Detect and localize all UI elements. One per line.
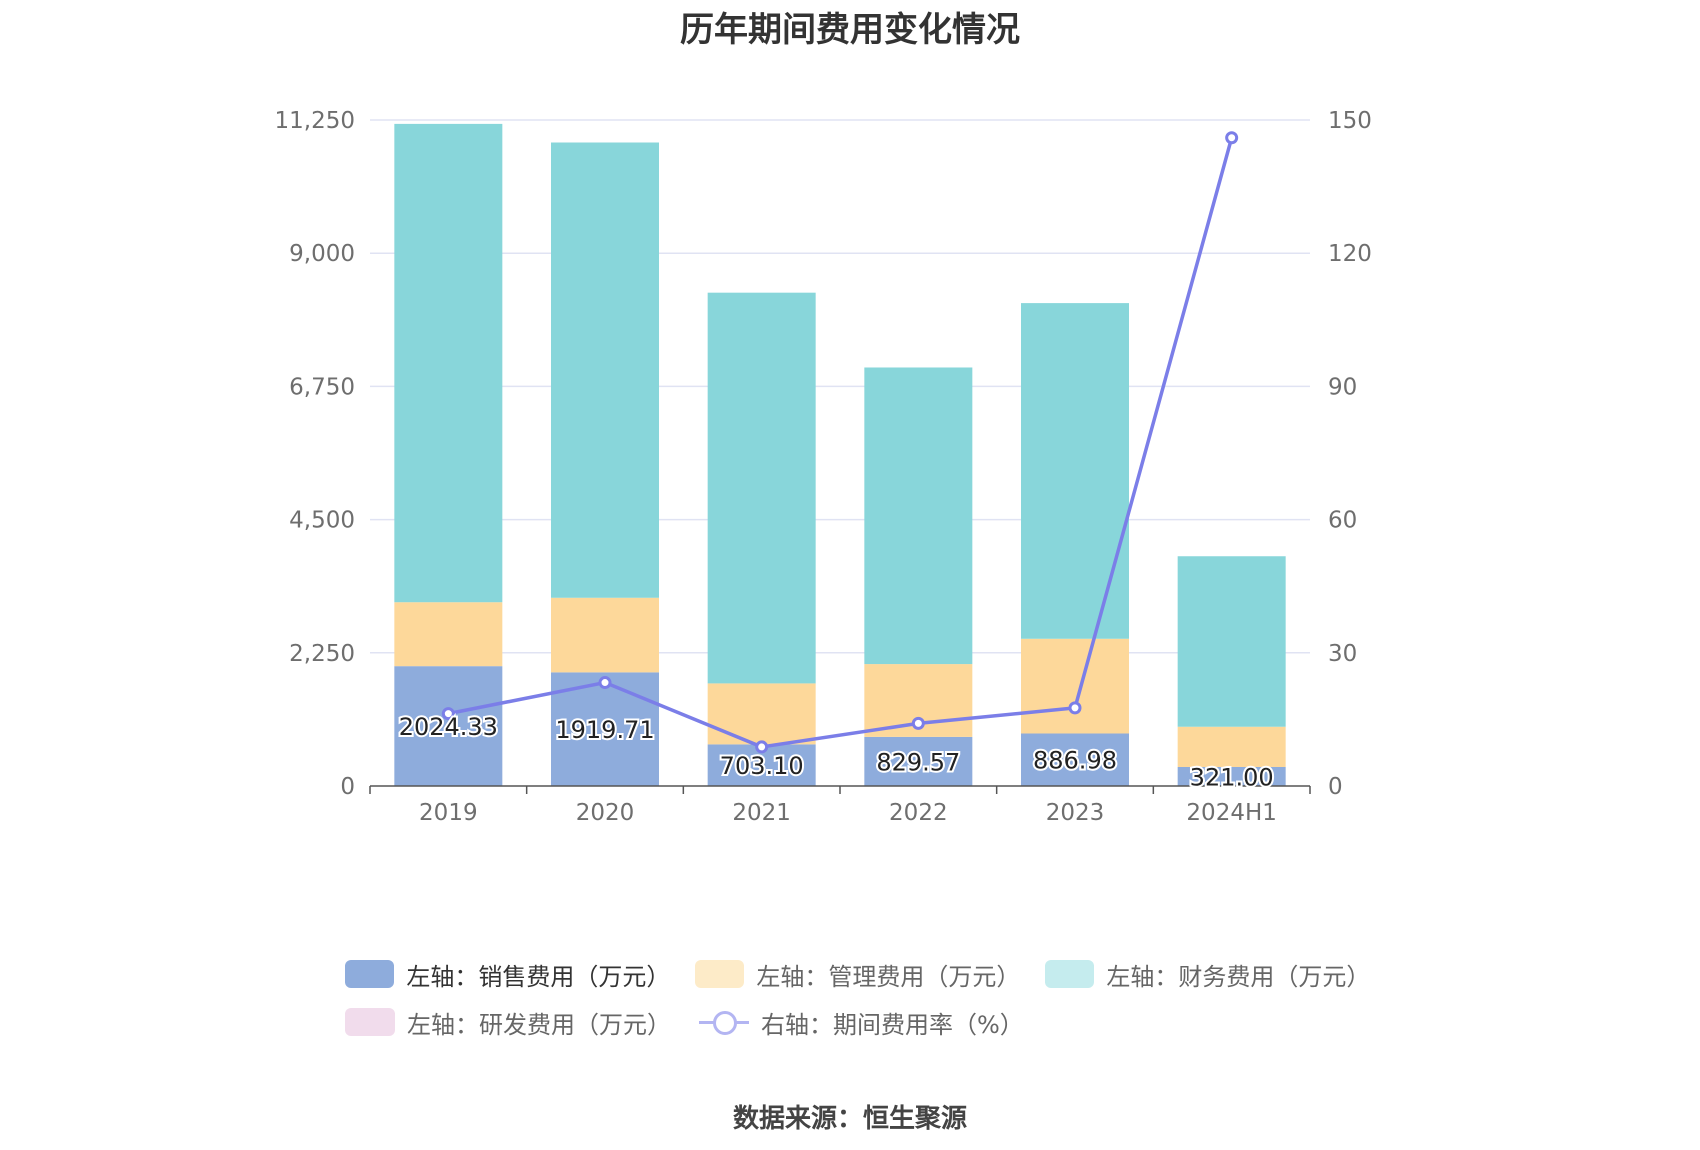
legend-line-marker-icon xyxy=(699,1008,749,1036)
legend-item-finance[interactable]: 左轴：财务费用（万元） xyxy=(1045,957,1371,992)
legend-row-2: 左轴：研发费用（万元） 右轴：期间费用率（%） xyxy=(345,998,1395,1046)
line-point xyxy=(1225,131,1239,145)
x-axis: 2019 2020 2021 2022 2023 2024H1 xyxy=(369,785,1311,826)
legend-item-expense-ratio[interactable]: 右轴：期间费用率（%） xyxy=(699,1005,1024,1040)
bar-segment xyxy=(864,736,973,786)
bar-segment xyxy=(707,292,816,684)
bar-segment xyxy=(864,367,973,665)
y-right-tick-label: 60 xyxy=(1328,508,1357,534)
source-note: 数据来源：恒生聚源 xyxy=(732,1104,967,1134)
bar-segment xyxy=(1177,766,1286,786)
gridlines xyxy=(370,119,1310,654)
line-point xyxy=(911,716,925,730)
y-right-tick-label: 150 xyxy=(1328,108,1372,134)
bar-segment xyxy=(1177,726,1286,767)
bar-segment xyxy=(394,666,503,786)
y-axis-left: 0 2,250 4,500 6,750 9,000 11,250 xyxy=(275,108,355,800)
data-label: 2024.33 xyxy=(399,713,498,741)
bar-series xyxy=(394,123,1286,786)
line-point xyxy=(755,740,769,754)
bar-segment xyxy=(551,142,659,598)
chart-title: 历年期间费用变化情况 xyxy=(680,10,1020,50)
bar-segment xyxy=(1021,638,1129,734)
data-label: 886.98 xyxy=(1033,747,1117,775)
bar-segment xyxy=(394,602,503,667)
x-tick-label: 2020 xyxy=(576,800,635,826)
legend-row-1: 左轴：销售费用（万元） 左轴：管理费用（万元） 左轴：财务费用（万元） xyxy=(345,950,1395,998)
y-axis-right: 0 30 60 90 120 150 xyxy=(1328,108,1372,800)
y-left-tick-label: 9,000 xyxy=(289,241,355,267)
legend-item-admin[interactable]: 左轴：管理费用（万元） xyxy=(695,957,1021,992)
bar-segment xyxy=(1021,303,1129,639)
bar-segment xyxy=(394,123,503,603)
bar-segment xyxy=(707,683,816,745)
data-label: 703.10 xyxy=(720,752,804,780)
data-label: 321.00 xyxy=(1190,763,1274,791)
legend-swatch-rd xyxy=(345,1008,395,1036)
bar-segment xyxy=(1021,733,1129,786)
y-left-tick-label: 6,750 xyxy=(289,374,355,400)
y-right-tick-label: 0 xyxy=(1328,774,1343,800)
expense-ratio-line xyxy=(447,137,1234,749)
bar-segment xyxy=(1177,556,1286,727)
legend-swatch-admin xyxy=(695,960,745,988)
line-series xyxy=(441,131,1239,754)
y-right-tick-label: 30 xyxy=(1328,641,1357,667)
legend-label-finance: 左轴：财务费用（万元） xyxy=(1106,962,1371,991)
y-left-tick-label: 0 xyxy=(340,774,355,800)
bar-segment xyxy=(551,597,659,673)
y-left-tick-label: 4,500 xyxy=(289,508,355,534)
legend-label-rd: 左轴：研发费用（万元） xyxy=(407,1010,671,1039)
data-label: 1919.71 xyxy=(555,716,654,744)
x-tick-label: 2021 xyxy=(732,800,791,826)
legend-label-sales: 左轴：销售费用（万元） xyxy=(406,962,671,991)
y-left-tick-label: 2,250 xyxy=(289,641,355,667)
data-label: 829.57 xyxy=(876,748,960,776)
data-labels: 2024.33 1919.71 703.10 829.57 886.98 321.00 xyxy=(397,711,1276,793)
legend: 左轴：销售费用（万元） 左轴：管理费用（万元） 左轴：财务费用（万元） 左轴：研… xyxy=(345,950,1395,1046)
line-point xyxy=(598,676,612,690)
x-tick-label: 2022 xyxy=(889,800,948,826)
legend-swatch-sales xyxy=(345,960,395,988)
x-tick-label: 2024H1 xyxy=(1186,800,1276,826)
x-tick-label: 2019 xyxy=(419,800,478,826)
line-point xyxy=(1068,701,1082,715)
y-right-tick-label: 90 xyxy=(1328,374,1357,400)
y-left-tick-label: 11,250 xyxy=(275,108,355,134)
legend-item-rd[interactable]: 左轴：研发费用（万元） xyxy=(345,1005,671,1040)
legend-item-sales[interactable]: 左轴：销售费用（万元） xyxy=(345,957,671,992)
line-point xyxy=(441,707,455,721)
legend-label-expense-ratio: 右轴：期间费用率（%） xyxy=(761,1010,1024,1039)
y-right-tick-label: 120 xyxy=(1328,241,1372,267)
legend-swatch-finance xyxy=(1045,960,1095,988)
legend-label-admin: 左轴：管理费用（万元） xyxy=(756,962,1021,991)
x-tick-label: 2023 xyxy=(1046,800,1105,826)
